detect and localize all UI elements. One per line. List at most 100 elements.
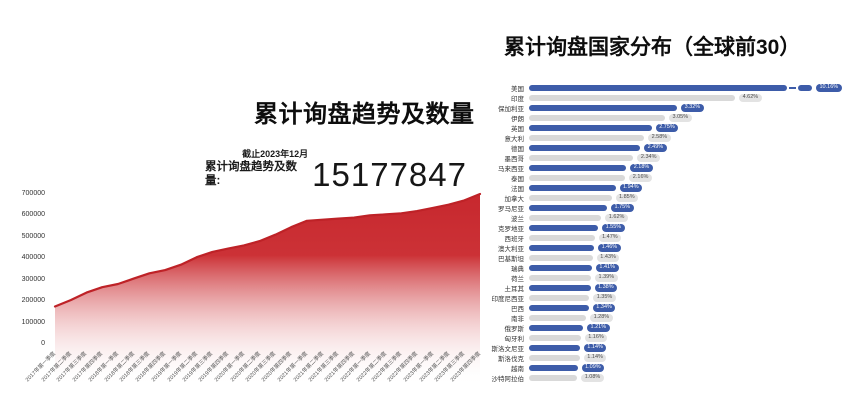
total-label: 累计询盘趋势及数量: [205,161,297,187]
country-bar-track: 1.09% [529,363,850,373]
countries-title: 累计询盘国家分布（全球前30） [504,36,801,59]
country-label: 西班牙 [504,236,525,243]
country-bar-track: 1.14% [529,343,850,353]
country-label: 斯洛文尼亚 [491,346,525,353]
country-bar-track: 1.21% [529,323,850,333]
country-label: 伊朗 [511,116,524,123]
value-badge: 3.32% [681,103,704,113]
value-badge: 1.09% [581,363,605,373]
y-tick-label: 300000 [21,275,45,283]
country-bar-track: 1.35% [529,293,850,303]
country-bar-track: 1.38% [529,283,850,293]
country-bar [529,185,616,191]
as-of-date: 截止2023年12月 [242,149,309,159]
country-row: 俄罗斯 1.21% [462,323,850,333]
country-row: 美国 10.16% [462,83,850,93]
country-row: 匈牙利 1.16% [462,333,850,343]
country-bar [529,155,634,161]
country-bar-track: 2.58% [529,133,850,143]
country-label: 德国 [511,146,524,153]
country-bar-track: 1.28% [529,313,850,323]
country-row: 法国 1.94% [462,183,850,193]
country-row: 瑞典 1.41% [462,263,850,273]
country-row: 印度尼西亚 1.35% [462,293,850,303]
country-row: 越南 1.09% [462,363,850,373]
country-bar [529,295,590,301]
country-bar-track: 1.43% [529,253,850,263]
country-row: 印度 4.62% [462,93,850,103]
value-badge: 2.58% [648,133,671,143]
country-label: 波兰 [511,216,524,223]
country-row: 巴西 1.34% [462,303,850,313]
value-badge: 1.35% [593,293,616,303]
country-label: 加拿大 [504,196,525,203]
country-label: 意大利 [504,136,525,143]
country-row: 伊朗 3.05% [462,113,850,123]
country-bar [529,265,592,271]
country-bar-track: 1.85% [529,193,850,203]
country-bar [529,245,595,251]
country-row: 荷兰 1.39% [462,273,850,283]
value-badge: 1.46% [598,243,621,253]
country-row: 保加利亚 3.32% [462,103,850,113]
country-label: 斯洛伐克 [498,356,524,363]
value-badge: 1.14% [583,353,607,363]
country-bar [529,205,607,211]
value-badge: 1.14% [583,343,607,353]
country-bar [529,115,665,121]
country-label: 荷兰 [511,276,524,283]
country-bar [529,255,593,261]
country-bar [529,225,599,231]
country-bar [529,85,787,91]
value-badge: 1.94% [619,183,643,193]
country-bar-track: 1.14% [529,353,850,363]
country-bar [529,95,736,101]
country-bar-track: 1.55% [529,223,850,233]
country-label: 沙特阿拉伯 [491,376,525,383]
value-badge: 4.62% [739,93,762,103]
country-bar [529,145,641,151]
trend-area-svg [53,192,482,385]
country-label: 英国 [511,126,524,133]
country-bar [529,335,581,341]
value-badge: 3.05% [669,113,692,123]
value-badge: 1.38% [594,283,618,293]
country-bar [529,355,580,361]
country-label: 克罗地亚 [498,226,524,233]
country-bar [529,365,578,371]
y-tick-label: 200000 [21,297,45,305]
total-value: 15177847 [312,155,467,193]
value-badge: 1.41% [595,263,619,273]
country-bar-track: 2.49% [529,143,850,153]
trend-line [53,192,482,308]
country-row: 墨西哥 2.34% [462,153,850,163]
country-bar-track: 1.08% [529,373,850,383]
country-bar-track: 10.16% [529,83,850,93]
country-bar-track: 2.18% [529,163,850,173]
country-label: 越南 [511,366,524,373]
y-tick-label: 400000 [21,254,45,262]
country-bar [529,105,678,111]
country-bar-track: 3.05% [529,113,850,123]
country-bar-track: 3.32% [529,103,850,113]
country-label: 巴基斯坦 [498,256,524,263]
value-badge: 1.85% [615,193,639,203]
trend-area [55,194,480,385]
value-badge: 1.34% [592,303,616,313]
country-row: 巴基斯坦 1.43% [462,253,850,263]
country-bar [529,125,652,131]
country-row: 加拿大 1.85% [462,193,850,203]
country-row: 澳大利亚 1.46% [462,243,850,253]
country-row: 克罗地亚 1.55% [462,223,850,233]
country-label: 墨西哥 [504,156,525,163]
country-bar-track: 1.94% [529,183,850,193]
value-badge: 2.75% [655,123,679,133]
country-bar-track: 2.75% [529,123,850,133]
country-bar-track: 1.41% [529,263,850,273]
y-tick-label: 600000 [21,211,45,219]
value-badge: 1.47% [598,233,622,243]
value-badge: 2.18% [630,163,653,173]
country-label: 俄罗斯 [504,326,525,333]
country-bar-track: 2.16% [529,173,850,183]
country-label: 泰国 [511,176,524,183]
